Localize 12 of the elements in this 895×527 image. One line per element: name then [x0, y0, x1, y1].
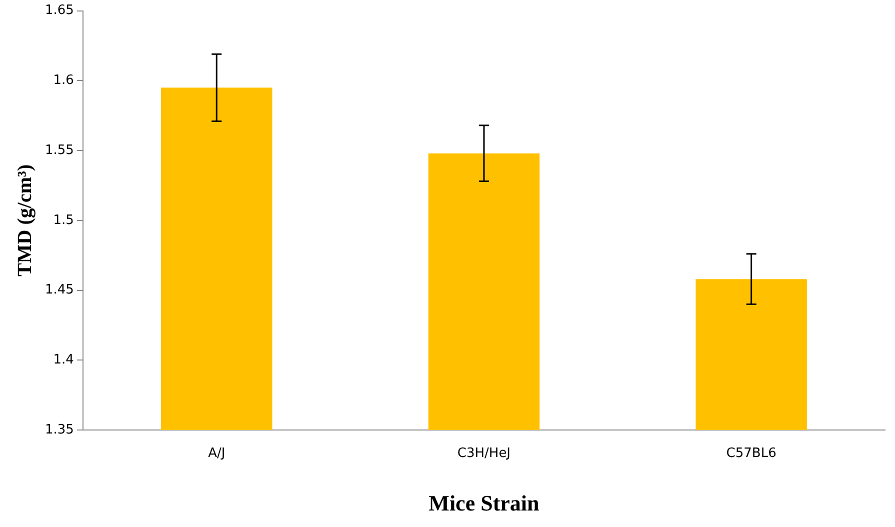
x-tick-label: A/J	[208, 446, 226, 462]
x-tick-label: C3H/HeJ	[457, 446, 511, 462]
y-tick-label: 1.45	[44, 282, 74, 298]
y-tick-label: 1.4	[53, 352, 74, 368]
y-tick-label: 1.55	[44, 142, 74, 158]
x-tick-label: C57BL6	[726, 446, 776, 462]
y-tick-label: 1.5	[53, 212, 74, 228]
y-tick-label: 1.6	[53, 73, 74, 88]
y-tick-label: 1.65	[44, 3, 74, 18]
y-tick-label: 1.35	[44, 422, 74, 438]
x-axis-title: Mice Strain	[428, 490, 540, 516]
y-axis-title: TMD (g/cm³)	[14, 164, 36, 276]
